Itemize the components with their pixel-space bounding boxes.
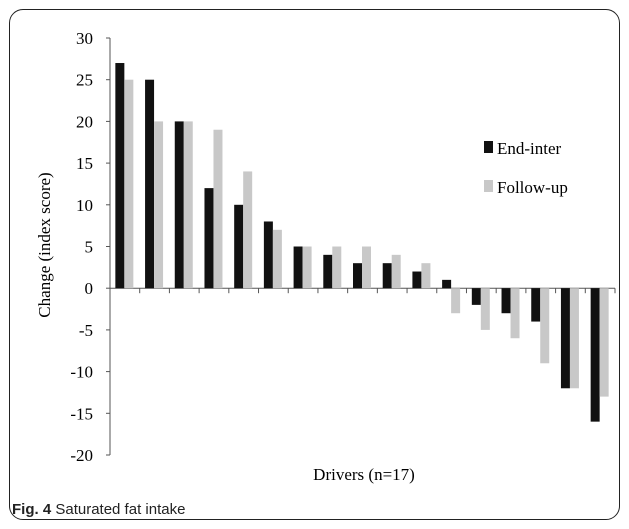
bar-end-inter [353, 263, 362, 289]
bar-follow-up [243, 171, 253, 289]
bar-end-inter [412, 271, 422, 289]
bar-end-inter [174, 121, 184, 289]
bar-follow-up [213, 129, 223, 289]
y-tick-label: -5 [79, 321, 93, 340]
bar-follow-up [451, 288, 461, 314]
bar-end-inter [204, 188, 214, 289]
y-tick-label: -20 [70, 446, 93, 465]
bar-end-inter [560, 288, 570, 389]
bar-end-inter [323, 254, 333, 289]
bar-end-inter [590, 288, 600, 422]
y-tick-label: 20 [76, 112, 93, 131]
y-tick-label: 5 [85, 238, 94, 257]
bar-follow-up [391, 254, 401, 289]
y-tick-label: 15 [76, 154, 93, 173]
bar-follow-up [421, 263, 431, 289]
bar-follow-up [569, 288, 579, 389]
bar-follow-up [154, 121, 164, 289]
bar-end-inter [531, 288, 541, 322]
legend: End-inter Follow-up [484, 139, 568, 197]
bar-follow-up [510, 288, 520, 339]
x-axis-title: Drivers (n=17) [313, 465, 415, 484]
bar-end-inter [442, 279, 452, 289]
y-tick-label: 30 [76, 29, 93, 48]
legend-label: Follow-up [497, 178, 568, 197]
y-tick-label: -10 [70, 363, 93, 382]
figure-caption: Fig. 4 Saturated fat intake [12, 497, 185, 523]
bar-follow-up [183, 121, 193, 289]
bar-end-inter [234, 204, 244, 289]
y-tick-label: -15 [70, 404, 93, 423]
bar-end-inter [115, 63, 125, 289]
bars [115, 63, 609, 422]
y-tick-label: 10 [76, 196, 93, 215]
bar-end-inter [471, 288, 481, 305]
y-axis: 30 25 20 15 10 5 0 -5 -10 -15 -20 [70, 29, 111, 465]
bar-follow-up [362, 246, 371, 289]
legend-swatch [484, 180, 493, 192]
bar-follow-up [540, 288, 550, 364]
bar-end-inter [145, 79, 155, 289]
bar-follow-up [599, 288, 609, 397]
y-tick-label: 25 [76, 71, 93, 90]
bar-follow-up [124, 79, 134, 289]
bar-follow-up [302, 246, 312, 289]
bar-follow-up [480, 288, 490, 330]
figure-caption-text: Saturated fat intake [55, 501, 186, 518]
bar-end-inter [382, 263, 392, 289]
figure-label: Fig. 4 [12, 501, 52, 518]
bar-end-inter [263, 221, 273, 289]
y-axis-title: Change (index score) [35, 172, 54, 317]
bar-follow-up [332, 246, 342, 289]
bar-end-inter [501, 288, 511, 314]
y-tick-label: 0 [85, 279, 94, 298]
legend-swatch [484, 141, 493, 153]
bar-end-inter [293, 246, 303, 289]
legend-label: End-inter [497, 139, 562, 158]
bar-follow-up [272, 229, 282, 289]
chart-frame [9, 9, 620, 520]
